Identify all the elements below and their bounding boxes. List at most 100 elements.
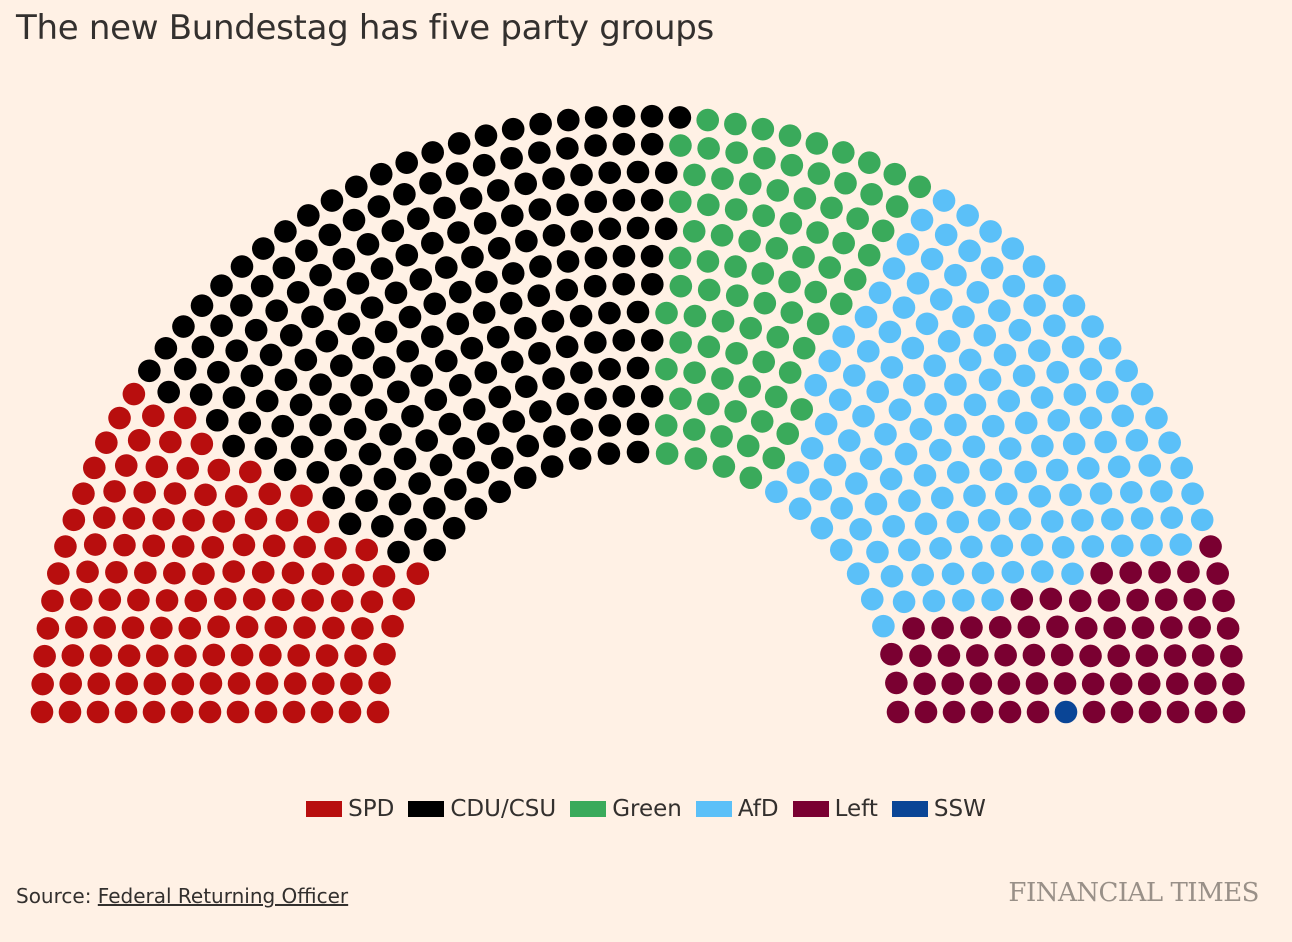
seat-afd (1120, 481, 1143, 504)
seat-cdu-csu (337, 312, 361, 336)
seat-green (696, 108, 720, 132)
seat-afd (973, 324, 997, 347)
seat-left (988, 615, 1012, 639)
seat-cdu-csu (322, 486, 346, 510)
seat-spd (113, 533, 136, 557)
seat-afd (1028, 339, 1051, 362)
seat-green (792, 336, 816, 360)
seat-cdu-csu (358, 442, 382, 466)
seat-left (1097, 589, 1121, 612)
seat-afd (1130, 507, 1154, 530)
seat-afd (988, 299, 1011, 323)
seat-afd (882, 514, 905, 538)
seat-cdu-csu (515, 375, 538, 398)
seat-afd (909, 417, 933, 441)
seat-cdu-csu (421, 325, 444, 348)
seat-afd (956, 204, 979, 227)
seat-cdu-csu (438, 412, 462, 436)
seat-afd (920, 247, 944, 271)
seat-cdu-csu (501, 204, 524, 227)
seat-afd (981, 588, 1004, 612)
seat-cdu-csu (274, 220, 297, 243)
seat-spd (311, 562, 335, 586)
source-link[interactable]: Federal Returning Officer (97, 884, 349, 908)
seat-spd (207, 615, 230, 639)
seat-left (970, 700, 994, 724)
seat-green (807, 162, 831, 185)
seat-afd (1138, 454, 1162, 477)
seat-afd (1079, 357, 1103, 381)
seat-spd (255, 672, 279, 695)
seat-left (885, 671, 908, 695)
seat-green (834, 171, 857, 195)
seat-spd (368, 671, 391, 695)
seat-afd (946, 460, 970, 484)
seat-spd (190, 432, 214, 456)
seat-afd (980, 256, 1004, 280)
seat-green (778, 270, 801, 294)
seat-afd (866, 540, 889, 564)
seat-spd (344, 644, 367, 668)
seat-green (683, 304, 707, 328)
seat-afd (1020, 533, 1044, 557)
seat-spd (122, 382, 146, 406)
seat-spd (242, 588, 266, 611)
seat-cdu-csu (543, 425, 566, 448)
seat-afd (1150, 480, 1173, 503)
seat-spd (235, 615, 259, 639)
seat-green (655, 301, 678, 325)
seat-left (969, 672, 993, 695)
seat-cdu-csu (330, 354, 353, 378)
seat-cdu-csu (448, 280, 472, 304)
seat-green (655, 442, 679, 465)
seat-cdu-csu (584, 190, 608, 214)
seat-left (1135, 644, 1159, 667)
seat-cdu-csu (351, 336, 375, 360)
seat-left (966, 644, 989, 667)
seat-afd (1130, 382, 1154, 406)
seat-afd (944, 263, 967, 287)
seat-afd (906, 272, 930, 295)
seat-afd (879, 467, 903, 491)
seat-green (753, 146, 776, 170)
seat-left (937, 644, 961, 667)
seat-cdu-csu (419, 171, 442, 195)
seat-green (752, 204, 775, 227)
seat-spd (251, 560, 275, 584)
seat-cdu-csu (447, 132, 471, 155)
seat-cdu-csu (486, 325, 510, 349)
seat-cdu-csu (364, 398, 388, 422)
seat-cdu-csu (598, 414, 622, 437)
seat-cdu-csu (190, 294, 214, 317)
seat-cdu-csu (189, 383, 213, 406)
seat-cdu-csu (290, 435, 314, 459)
seat-cdu-csu (515, 229, 538, 253)
seat-green (780, 301, 804, 324)
seat-afd (997, 389, 1021, 413)
seat-green (764, 385, 788, 409)
seat-green (766, 325, 790, 349)
seat-green (682, 418, 706, 441)
seat-cdu-csu (442, 516, 466, 540)
seat-cdu-csu (612, 328, 636, 352)
seat-green (711, 309, 735, 333)
seat-left (1188, 616, 1211, 639)
seat-spd (324, 536, 347, 560)
seat-cdu-csu (472, 153, 496, 177)
seat-cdu-csu (324, 438, 348, 462)
seat-cdu-csu (429, 453, 453, 477)
seat-cdu-csu (555, 278, 579, 302)
seat-cdu-csu (476, 422, 500, 446)
seat-afd (944, 373, 967, 396)
seat-cdu-csu (500, 350, 524, 374)
seat-cdu-csu (396, 339, 420, 363)
seat-spd (33, 644, 56, 668)
legend: SPD CDU/CSU Green AfD Left SSW (0, 796, 1292, 822)
seat-cdu-csu (446, 312, 470, 336)
seat-spd (170, 700, 194, 724)
seat-green (668, 190, 692, 214)
seat-left (998, 700, 1022, 724)
seat-spd (254, 700, 278, 724)
seat-cdu-csu (612, 385, 636, 408)
seat-afd (892, 296, 916, 319)
